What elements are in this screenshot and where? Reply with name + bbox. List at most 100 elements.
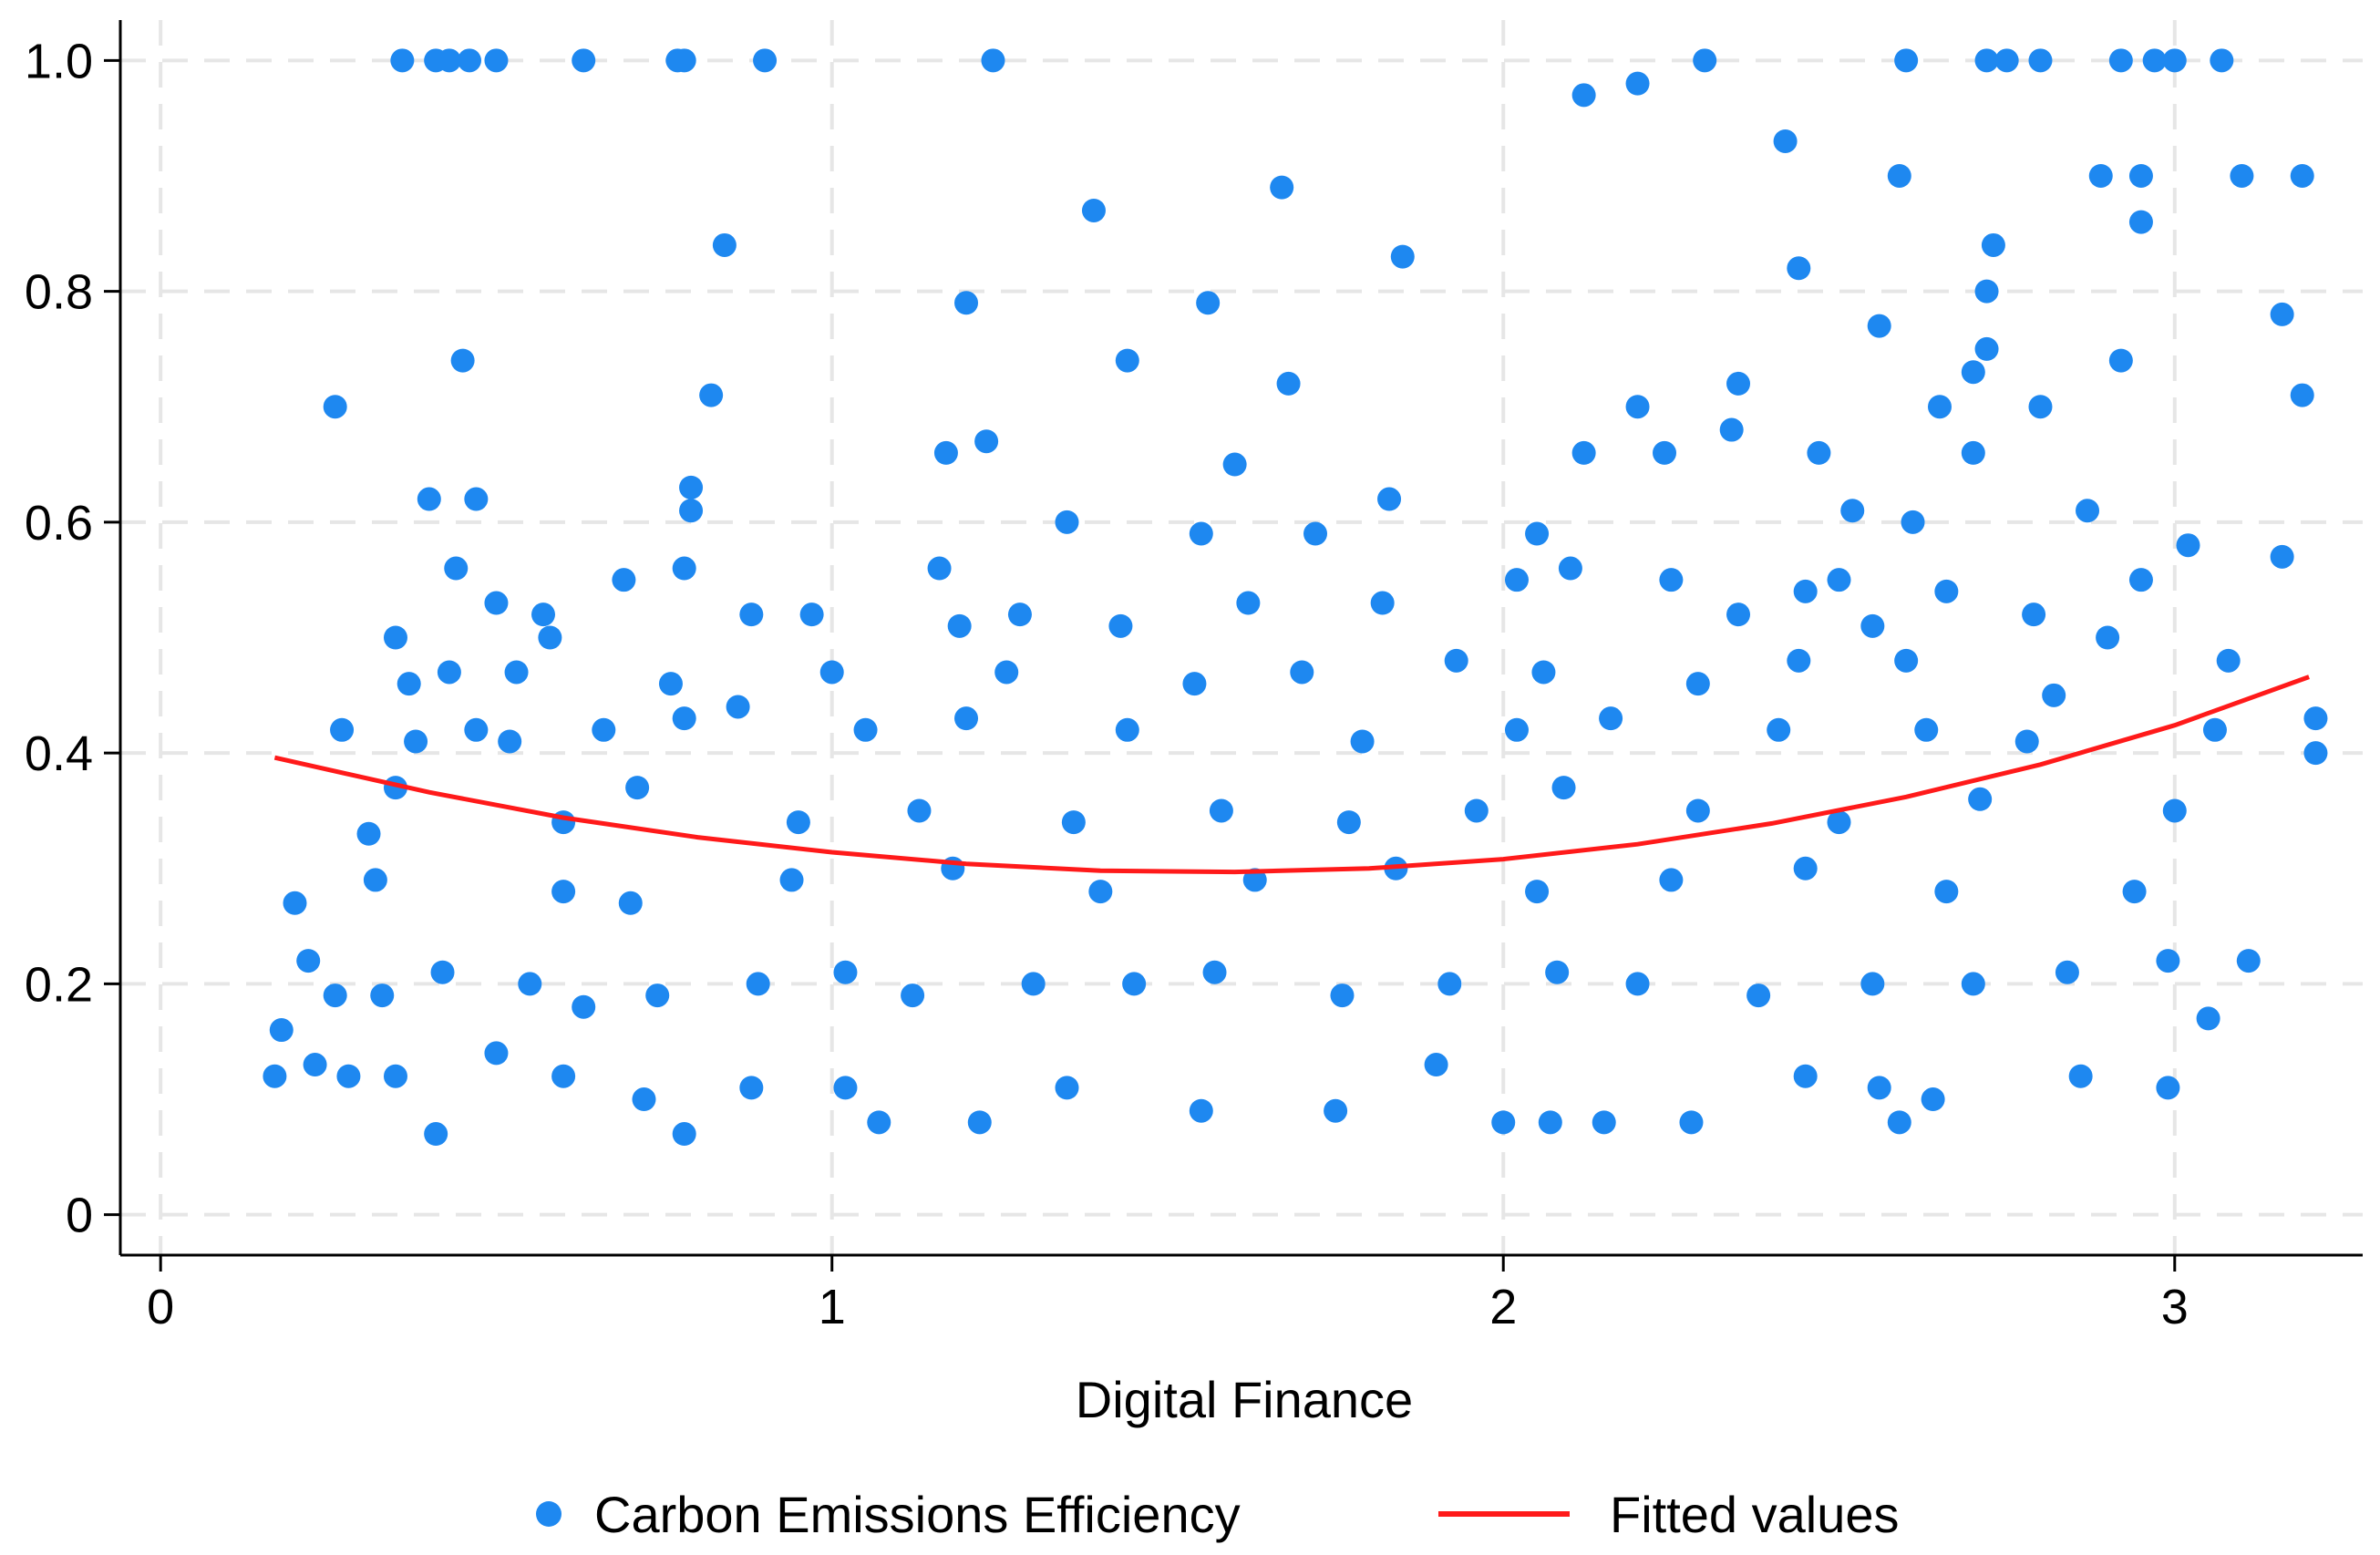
scatter-point	[1189, 521, 1213, 546]
scatter-point	[1807, 440, 1831, 465]
scatter-point	[296, 949, 321, 973]
scatter-point	[739, 1076, 764, 1100]
scatter-point	[746, 972, 770, 996]
scatter-point	[484, 1041, 509, 1066]
scatter-point	[1336, 810, 1361, 835]
scatter-point	[404, 729, 428, 754]
y-tick-label: 0.6	[25, 496, 93, 551]
scatter-point	[2156, 949, 2180, 973]
scatter-point	[538, 625, 562, 650]
scatter-point	[712, 232, 737, 257]
scatter-point	[1551, 776, 1576, 800]
scatter-point	[303, 1053, 327, 1077]
scatter-point	[518, 972, 542, 996]
scatter-point	[424, 1122, 448, 1147]
scatter-point	[1370, 591, 1395, 615]
scatter-point	[1270, 175, 1294, 200]
scatter-point	[1115, 348, 1139, 373]
scatter-point	[2303, 706, 2328, 731]
scatter-point	[1055, 1076, 1079, 1100]
scatter-point	[1424, 1053, 1448, 1077]
scatter-point	[464, 487, 489, 511]
scatter-point	[1571, 440, 1596, 465]
scatter-point	[1994, 48, 2019, 73]
scatter-point	[1894, 648, 1919, 673]
y-tick-label: 1.0	[25, 34, 93, 88]
scatter-point	[390, 48, 415, 73]
scatter-point	[672, 48, 696, 73]
scatter-point	[1202, 960, 1227, 984]
scatter-point	[2156, 1076, 2180, 1100]
scatter-point	[592, 717, 616, 742]
scatter-point	[1531, 660, 1556, 685]
scatter-point	[927, 556, 952, 581]
scatter-point	[1377, 487, 1402, 511]
scatter-point	[572, 48, 596, 73]
scatter-point	[2108, 348, 2133, 373]
scatter-point	[2128, 568, 2153, 592]
scatter-point	[2108, 48, 2133, 73]
scatter-point	[1894, 48, 1919, 73]
scatter-point	[1115, 717, 1139, 742]
scatter-point	[1525, 880, 1550, 904]
scatter-point	[363, 868, 387, 892]
scatter-point	[1968, 787, 1993, 811]
grid-lines	[120, 20, 2363, 1255]
scatter-point	[699, 383, 724, 407]
scatter-point	[799, 602, 824, 627]
scatter-point	[1242, 868, 1267, 892]
scatter-point	[672, 1122, 696, 1147]
scatter-point	[1324, 1098, 1348, 1123]
scatter-point	[1746, 983, 1771, 1008]
scatter-point	[2088, 163, 2113, 188]
scatter-point	[1719, 417, 1744, 442]
scatter-point	[330, 717, 355, 742]
scatter-point	[263, 1064, 287, 1088]
scatter-point	[2176, 533, 2200, 558]
scatter-point	[2202, 717, 2227, 742]
scatter-point	[283, 891, 307, 915]
scatter-point	[1189, 1098, 1213, 1123]
scatter-series	[263, 48, 2328, 1147]
scatter-point	[1860, 613, 1885, 638]
scatter-point	[531, 602, 556, 627]
scatter-point	[907, 798, 932, 823]
scatter-point	[618, 891, 643, 915]
scatter-point	[397, 672, 421, 696]
scatter-point	[1504, 717, 1529, 742]
scatter-point	[1625, 972, 1650, 996]
scatter-point	[2028, 48, 2053, 73]
scatter-point	[2162, 798, 2187, 823]
scatter-point	[1867, 1076, 1891, 1100]
scatter-point	[1592, 1110, 1616, 1135]
scatter-point	[1793, 856, 1818, 880]
scatter-point	[981, 48, 1005, 73]
scatter-point	[1659, 868, 1684, 892]
scatter-point	[336, 1064, 361, 1088]
scatter-point	[2022, 602, 2046, 627]
scatter-point	[498, 729, 522, 754]
scatter-point	[1887, 163, 1911, 188]
scatter-point	[2290, 383, 2314, 407]
scatter-point	[1974, 336, 1999, 361]
scatter-point	[1867, 314, 1891, 338]
scatter-point	[1773, 129, 1798, 153]
scatter-point	[625, 776, 650, 800]
scatter-point	[1504, 568, 1529, 592]
scatter-point	[2270, 544, 2294, 569]
scatter-point	[551, 880, 576, 904]
scatter-point	[1222, 452, 1247, 477]
scatter-point	[551, 1064, 576, 1088]
scatter-point	[1625, 395, 1650, 419]
scatter-point	[753, 48, 778, 73]
scatter-point	[1276, 371, 1301, 396]
scatter-point	[672, 706, 696, 731]
scatter-point	[1685, 672, 1710, 696]
x-tick-label: 2	[1489, 1280, 1517, 1334]
scatter-point	[1981, 232, 2005, 257]
scatter-point	[933, 440, 958, 465]
scatter-point	[2290, 163, 2314, 188]
scatter-point	[1081, 198, 1106, 222]
scatter-point	[2014, 729, 2039, 754]
scatter-point	[383, 625, 407, 650]
